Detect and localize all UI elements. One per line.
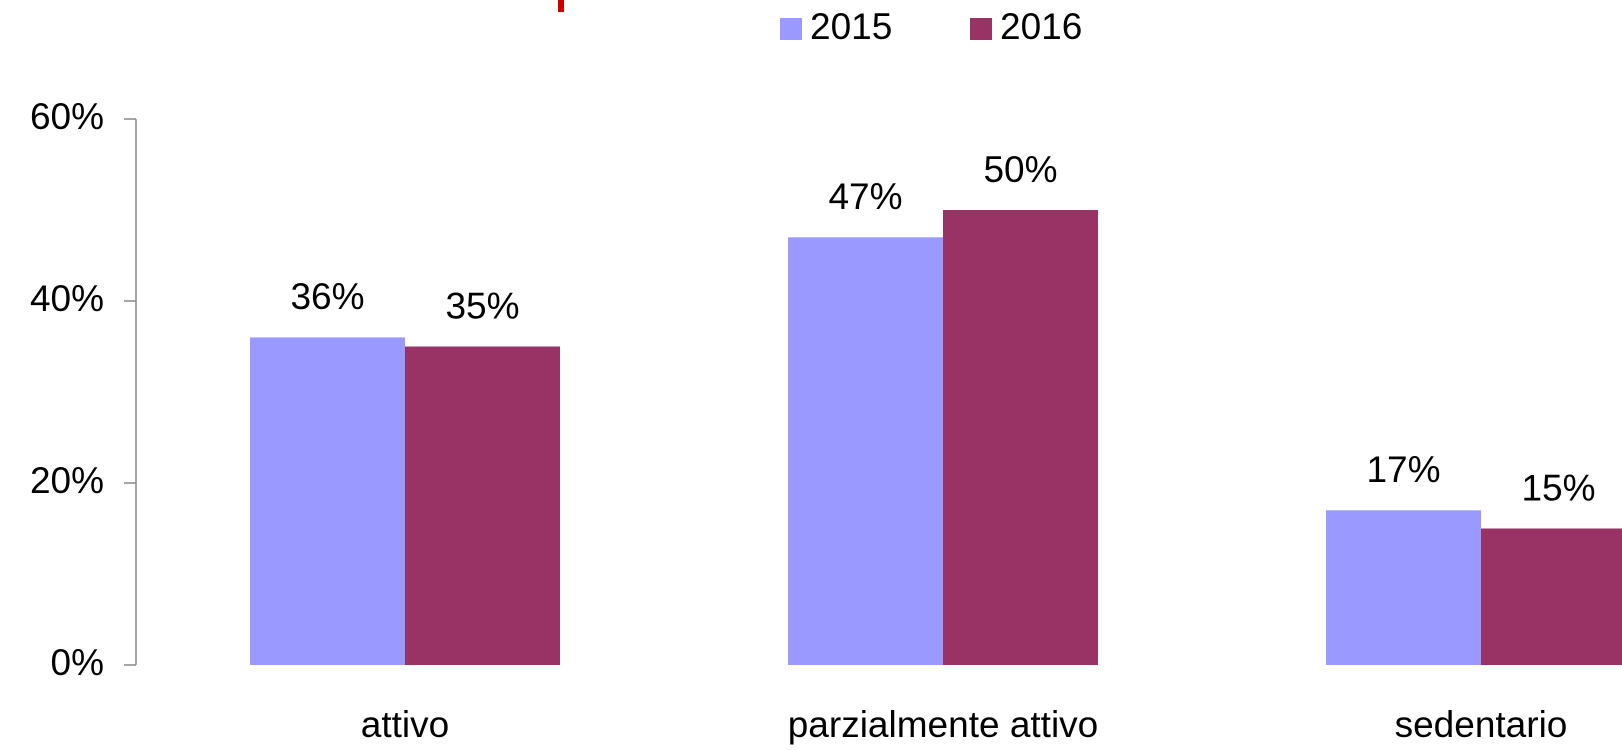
- x-tick-label: attivo: [361, 704, 449, 745]
- legend-swatch: [780, 18, 802, 40]
- y-tick-label: 60%: [30, 96, 104, 137]
- bar: [405, 346, 560, 665]
- data-label: 36%: [290, 276, 364, 317]
- y-tick-label: 0%: [51, 642, 104, 683]
- title-fragment: [558, 0, 564, 12]
- data-label: 50%: [983, 149, 1057, 190]
- y-tick-label: 20%: [30, 460, 104, 501]
- data-label: 47%: [828, 176, 902, 217]
- legend-label: 2015: [810, 6, 892, 47]
- legend-swatch: [970, 18, 992, 40]
- bar: [943, 210, 1098, 665]
- legend-label: 2016: [1000, 6, 1082, 47]
- y-tick-label: 40%: [30, 278, 104, 319]
- bar: [1326, 510, 1481, 665]
- data-label: 15%: [1521, 467, 1595, 508]
- x-tick-label: parzialmente attivo: [788, 704, 1099, 745]
- bar: [1481, 528, 1622, 665]
- x-tick-label: sedentario: [1395, 704, 1568, 745]
- data-label: 35%: [445, 285, 519, 326]
- bar: [250, 337, 405, 665]
- bar: [788, 237, 943, 666]
- data-label: 17%: [1366, 449, 1440, 490]
